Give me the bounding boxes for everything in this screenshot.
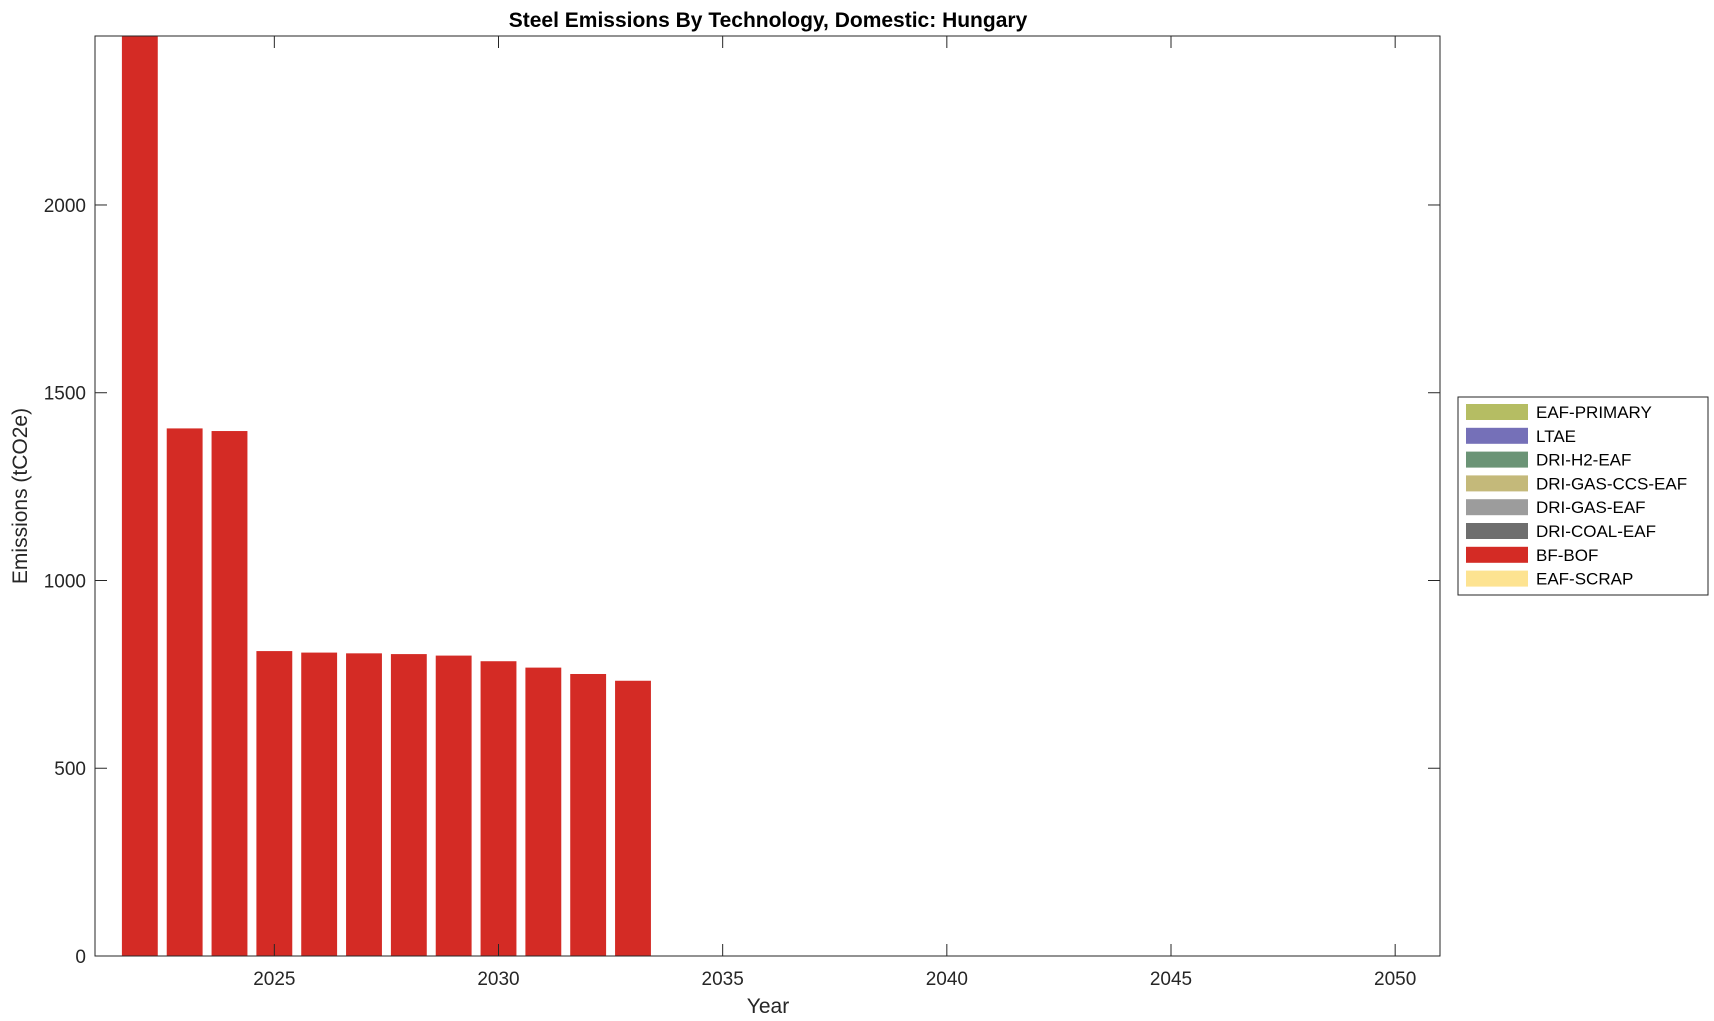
bar-bf-bof-2031 [525,667,562,956]
legend-box [1457,396,1709,596]
x-tick-label: 2030 [477,969,519,990]
y-axis-title: Emissions (tCO2e) [9,408,32,584]
legend-label: DRI-COAL-EAF [1536,522,1656,541]
legend-swatch [1466,404,1528,420]
y-tick-label: 2000 [44,196,86,217]
legend-label: BF-BOF [1536,546,1598,565]
x-tick-label: 2045 [1150,969,1192,990]
bars-layer [121,36,651,956]
x-tick-label: 2025 [253,969,295,990]
legend-swatch [1466,523,1528,539]
y-tick-label: 1000 [44,571,86,592]
legend: EAF-PRIMARY LTAE DRI-H2-EAF DRI-GAS-CCS-EAF… [1457,396,1709,596]
legend-swatch [1466,475,1528,492]
bar-bf-bof-2032 [570,673,607,956]
bar-bf-bof-2033 [615,680,651,956]
y-tick-label: 500 [54,759,86,780]
y-tick-label: 0 [75,947,86,968]
bar-bf-bof-2022 [121,36,158,956]
bar-bf-bof-2027 [346,653,382,956]
plot-frame [94,35,1441,957]
legend-label: DRI-H2-EAF [1536,451,1631,470]
bar-bf-bof-2028 [390,654,427,956]
legend-label: DRI-GAS-CCS-EAF [1536,474,1687,493]
bar-bf-bof-2026 [301,652,338,956]
chart-title: Steel Emissions By Technology, Domestic:… [509,9,1028,32]
bar-bf-bof-2025 [256,651,293,956]
x-tick-label: 2040 [926,969,968,990]
legend-label: LTAE [1536,427,1576,446]
legend-swatch [1466,427,1528,444]
bar-bf-bof-2023 [166,428,203,956]
legend-label: EAF-SCRAP [1536,570,1633,589]
legend-swatch [1466,451,1528,468]
x-tick-label: 2050 [1374,969,1416,990]
bar-bf-bof-2024 [211,431,248,956]
legend-items: EAF-PRIMARY LTAE DRI-H2-EAF DRI-GAS-CCS-EAF… [1466,403,1687,589]
y-tick-label: 1500 [44,384,86,405]
legend-label: DRI-GAS-EAF [1536,498,1646,517]
plot-area [95,36,1440,956]
bar-bf-bof-2030 [480,661,517,956]
legend-label: EAF-PRIMARY [1536,403,1652,422]
legend-swatch [1466,570,1528,587]
legend-swatch [1466,546,1528,563]
bar-bf-bof-2029 [435,655,472,956]
legend-swatch [1466,499,1528,516]
x-tick-label: 2035 [702,969,744,990]
x-axis-title: Year [747,995,789,1018]
ticks-layer: 2025 2030 2035 2040 2045 2050 0 500 1000 1500 2000 [44,36,1440,990]
